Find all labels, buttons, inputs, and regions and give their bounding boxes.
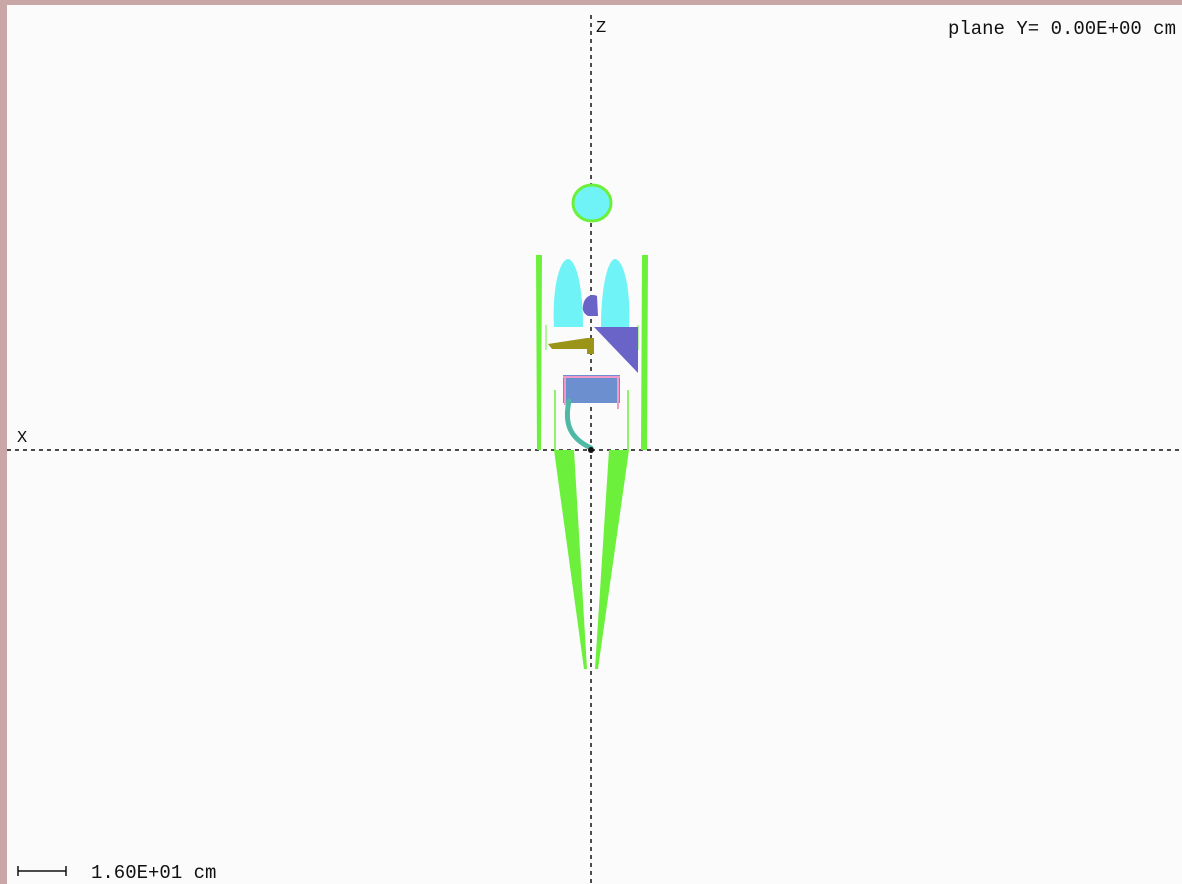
liver-shape xyxy=(548,338,594,354)
stomach-outline xyxy=(563,376,620,409)
left-leg-shape xyxy=(554,450,587,669)
x-axis-label: X xyxy=(17,429,28,448)
left-lung-shape xyxy=(553,259,583,327)
stomach-shape xyxy=(563,375,620,403)
head-shape xyxy=(571,183,613,223)
right-lung-shape xyxy=(601,259,630,327)
origin-point xyxy=(588,447,594,453)
torso-left-wall xyxy=(536,255,542,450)
heart-upper-shape xyxy=(582,295,598,316)
scale-bar-label: 1.60E+01 cm xyxy=(91,862,217,884)
z-axis-label: Z xyxy=(596,19,607,38)
heart-triangle-shape xyxy=(594,327,638,373)
geometry-plot xyxy=(7,15,1182,884)
torso-right-wall xyxy=(641,255,648,450)
right-leg-shape xyxy=(595,450,629,669)
plane-label: plane Y= 0.00E+00 cm xyxy=(947,18,1176,40)
intestine-shape xyxy=(564,398,594,451)
scale-bar-icon xyxy=(17,866,67,876)
